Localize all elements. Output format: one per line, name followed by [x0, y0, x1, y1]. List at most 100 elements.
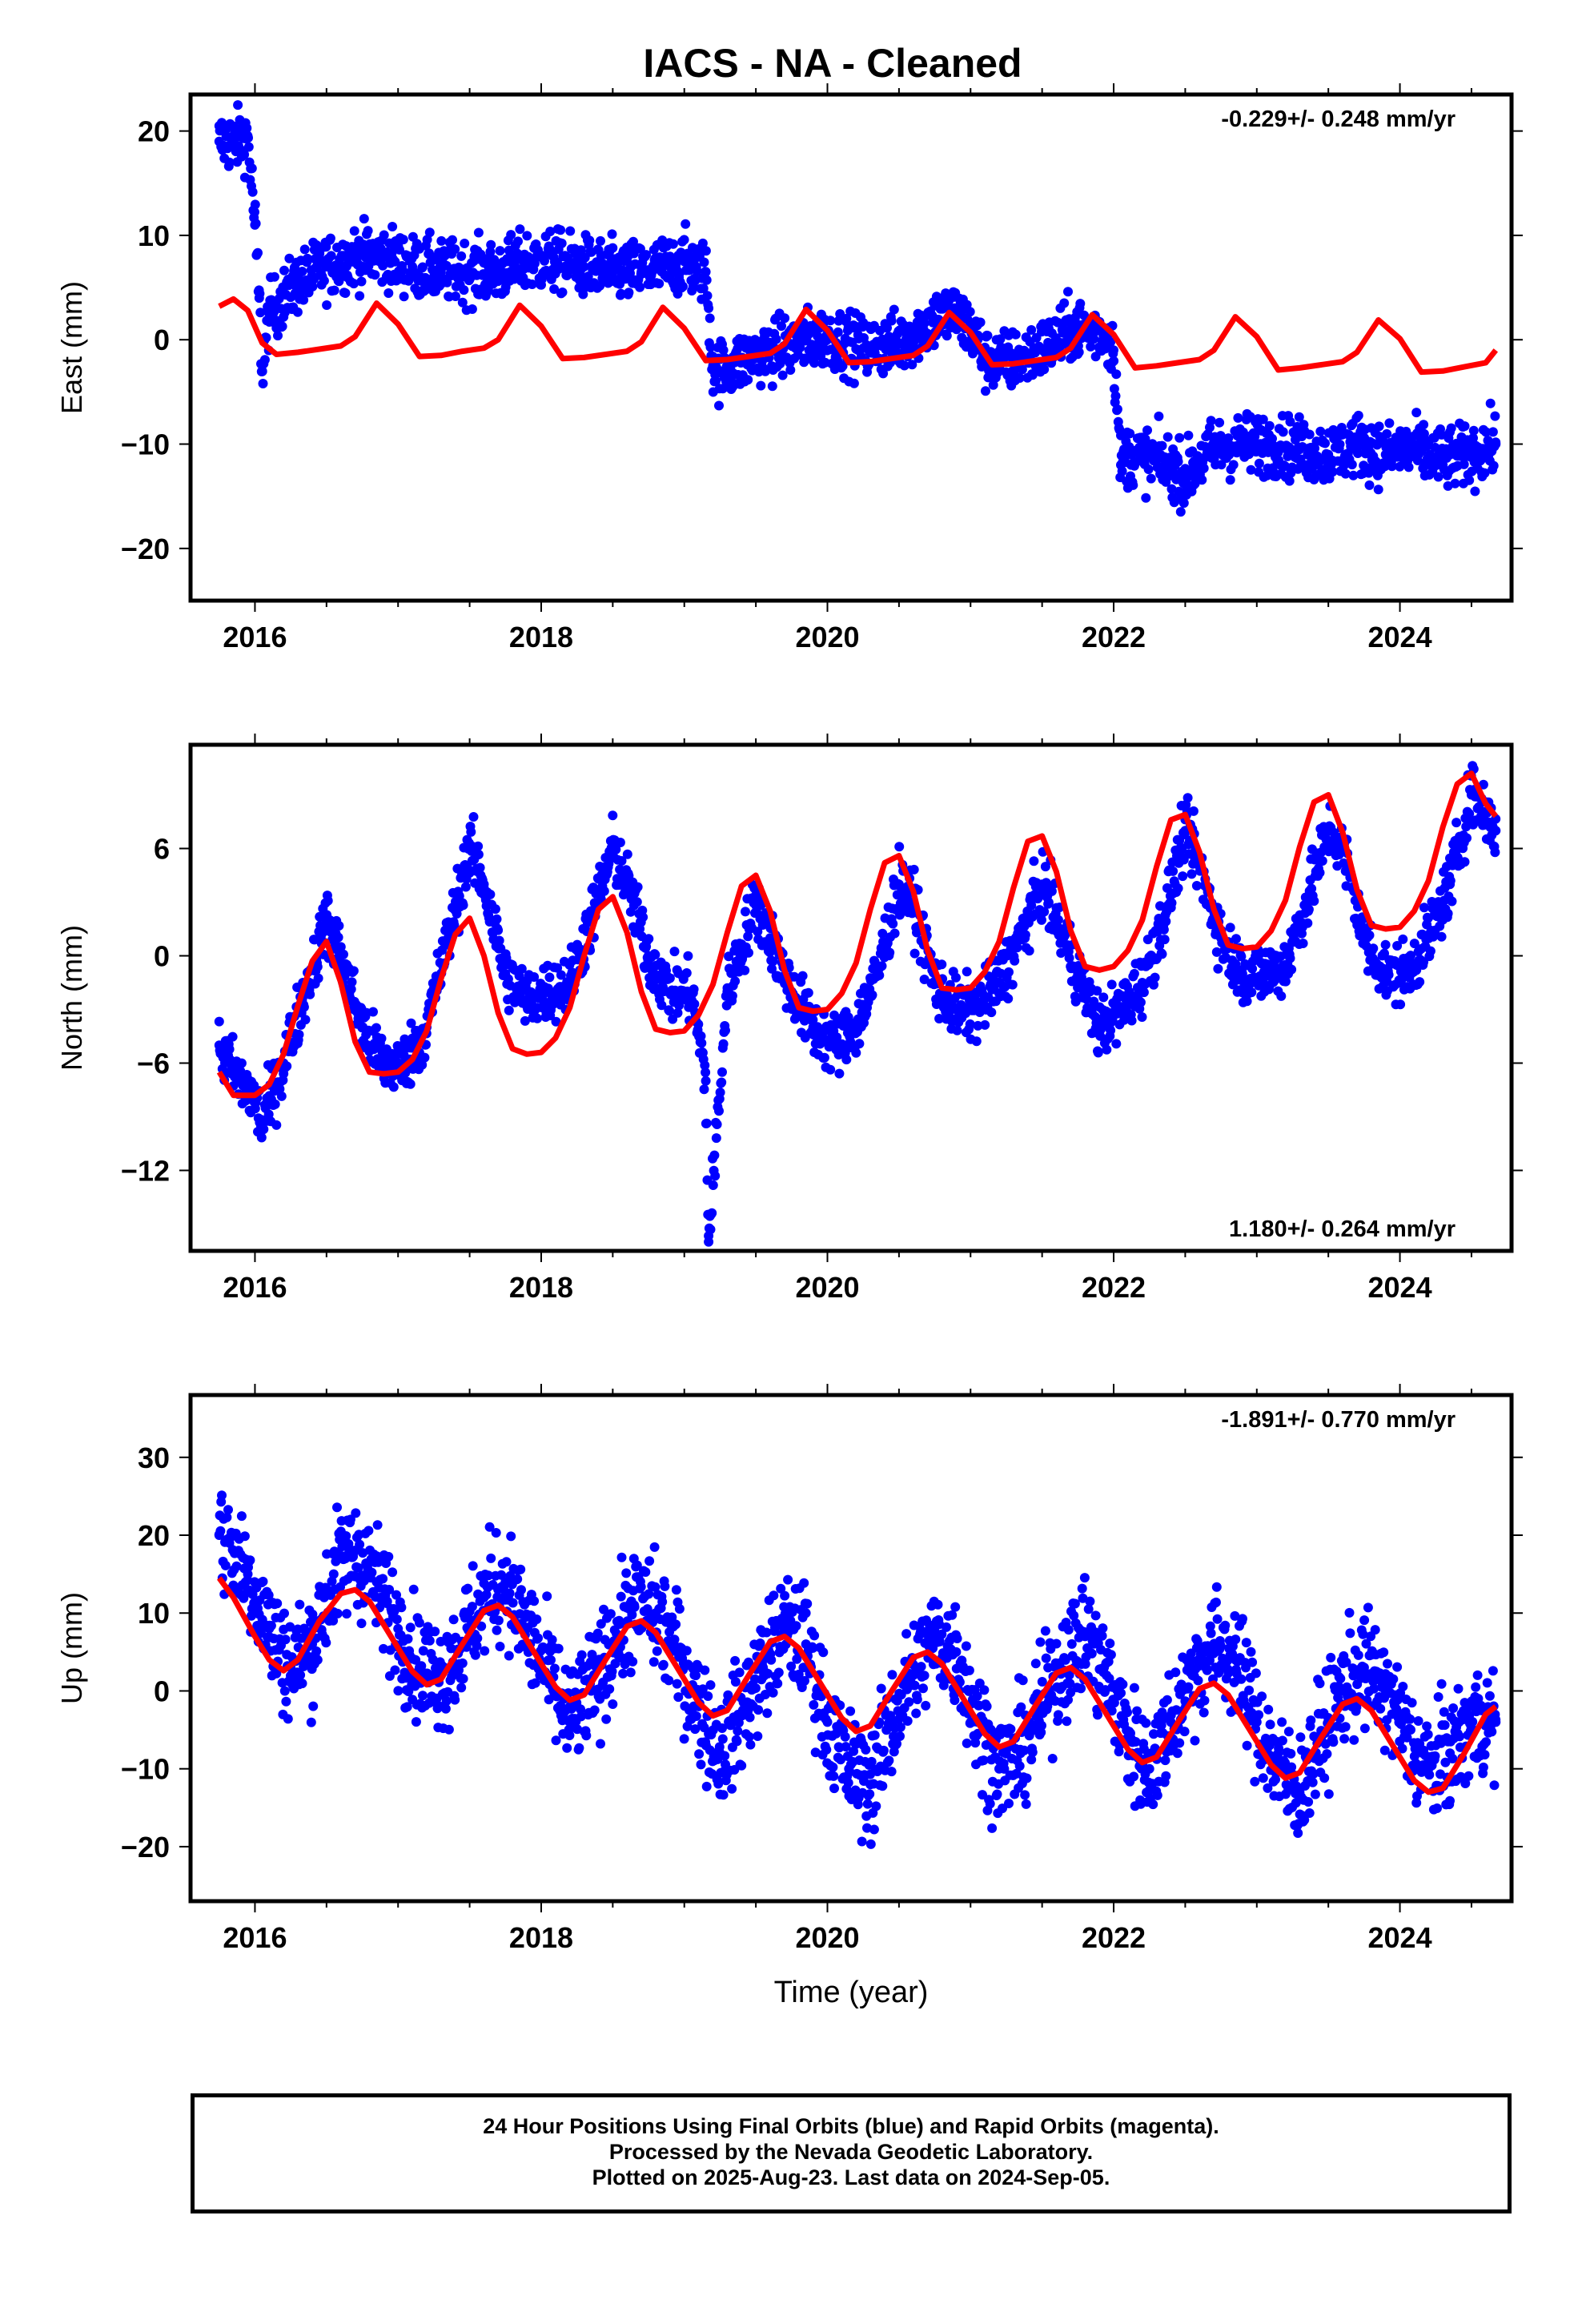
data-point — [490, 904, 500, 915]
data-point — [1348, 470, 1359, 480]
data-point — [711, 376, 721, 386]
data-point — [705, 313, 715, 324]
data-point — [1347, 460, 1357, 470]
data-point — [994, 978, 1004, 987]
x-tick-label: 2022 — [1082, 621, 1146, 653]
data-point — [1298, 939, 1308, 948]
data-point — [679, 256, 689, 267]
data-point — [335, 942, 346, 952]
data-point — [245, 1555, 255, 1566]
data-point — [1340, 468, 1351, 479]
data-point — [370, 270, 380, 280]
data-point — [522, 995, 532, 1006]
data-point — [516, 963, 527, 974]
data-point — [376, 1033, 387, 1043]
data-point — [495, 246, 505, 256]
data-point — [356, 1618, 367, 1629]
data-point — [279, 1686, 290, 1696]
data-point — [492, 1625, 502, 1635]
data-point — [1371, 456, 1381, 467]
data-point — [1066, 324, 1076, 335]
data-point — [239, 1531, 250, 1542]
data-point — [1236, 951, 1247, 962]
data-point — [391, 1590, 401, 1600]
x-tick-label: 2020 — [795, 1271, 859, 1304]
data-point — [1010, 329, 1021, 340]
data-point — [1284, 476, 1295, 486]
data-point — [1304, 429, 1315, 440]
data-point — [355, 291, 365, 301]
data-point — [1026, 325, 1037, 335]
data-point — [834, 1068, 845, 1079]
data-point — [299, 244, 310, 255]
data-point — [753, 927, 763, 937]
data-point — [1384, 418, 1395, 428]
data-point — [919, 318, 930, 328]
data-point — [679, 1734, 689, 1744]
data-point — [803, 987, 813, 998]
data-point — [1466, 449, 1476, 460]
data-point — [1087, 324, 1098, 335]
data-point — [504, 1588, 515, 1598]
data-point — [751, 897, 761, 907]
data-point — [708, 1180, 718, 1190]
data-point — [1059, 298, 1070, 308]
data-point — [705, 1224, 716, 1235]
data-point — [696, 1031, 706, 1041]
data-point — [605, 1609, 616, 1619]
data-point — [640, 1567, 651, 1577]
data-point — [325, 233, 335, 243]
data-point — [280, 1634, 291, 1645]
data-point — [1178, 498, 1189, 509]
data-point — [584, 235, 595, 246]
data-point — [1278, 427, 1288, 437]
data-point — [436, 267, 446, 277]
data-point — [1276, 991, 1287, 1001]
data-point — [829, 1040, 840, 1051]
data-point — [233, 100, 243, 111]
data-point — [705, 1680, 716, 1691]
data-point — [674, 1604, 685, 1614]
data-point — [599, 1604, 608, 1614]
data-point — [351, 1508, 361, 1518]
data-point — [312, 962, 323, 972]
data-point — [1126, 1015, 1137, 1026]
data-point — [743, 931, 753, 942]
data-point — [1380, 939, 1391, 950]
data-point — [718, 1039, 729, 1049]
data-point — [1478, 779, 1488, 790]
data-point — [652, 1646, 662, 1656]
data-point — [460, 882, 471, 892]
data-point — [1464, 475, 1475, 485]
data-point — [390, 256, 400, 267]
data-point — [522, 256, 532, 267]
data-point — [701, 275, 712, 285]
data-point — [877, 928, 888, 939]
data-point — [250, 199, 260, 210]
data-point — [1149, 979, 1158, 990]
data-point — [533, 1633, 543, 1643]
data-point — [671, 1585, 681, 1595]
data-point — [254, 293, 264, 304]
data-point — [962, 967, 972, 977]
data-point — [277, 321, 287, 332]
data-point — [383, 288, 394, 298]
data-point — [1373, 485, 1383, 495]
data-point — [1464, 809, 1475, 819]
data-point — [1155, 901, 1165, 911]
data-point — [1258, 414, 1268, 424]
data-point — [909, 948, 920, 959]
data-point — [610, 1659, 620, 1669]
data-point — [679, 235, 689, 245]
data-point — [1174, 432, 1185, 443]
data-point — [1110, 391, 1121, 401]
data-point — [292, 307, 303, 317]
data-point — [1470, 486, 1480, 497]
data-point — [708, 360, 718, 371]
data-point — [760, 366, 770, 376]
data-point — [295, 1599, 305, 1610]
data-point — [308, 1701, 319, 1711]
data-point — [384, 1585, 395, 1594]
data-point — [529, 972, 540, 982]
data-point — [1382, 428, 1392, 439]
